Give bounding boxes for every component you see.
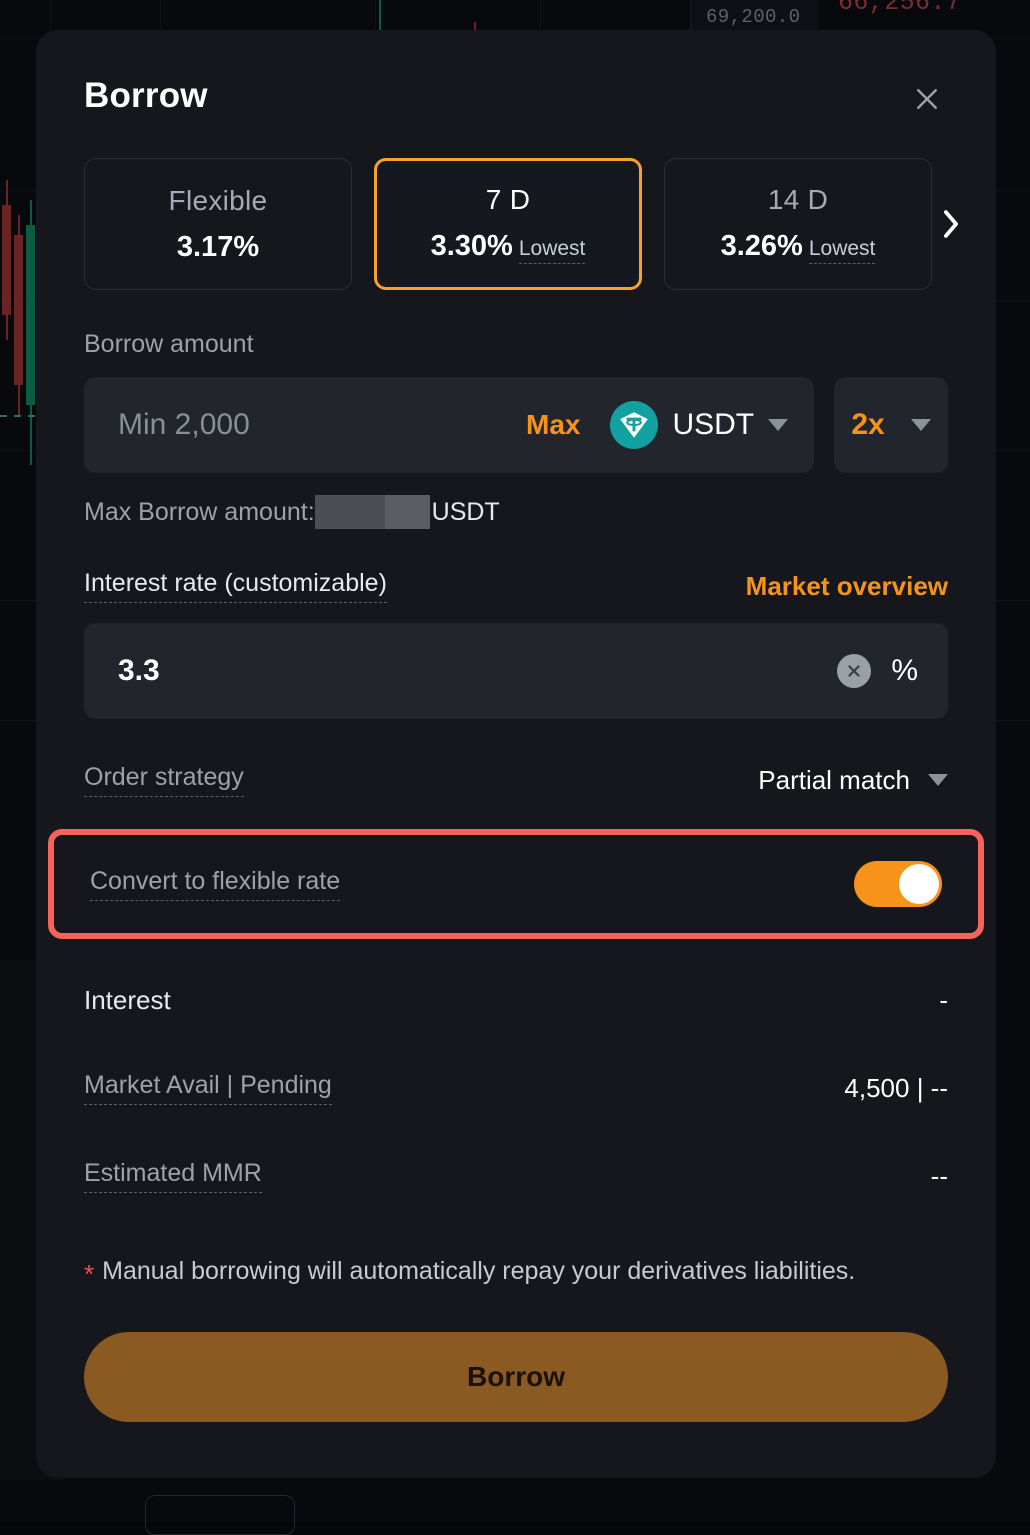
tab-badge: Lowest bbox=[809, 237, 876, 264]
market-avail-pending-row: Market Avail | Pending 4,500 | -- bbox=[84, 1061, 948, 1115]
disclaimer-note: * Manual borrowing will automatically re… bbox=[84, 1255, 948, 1288]
borrow-amount-row: Max USDT 2x bbox=[84, 377, 948, 473]
asterisk-icon: * bbox=[84, 1261, 94, 1287]
interest-row: Interest - bbox=[84, 973, 948, 1027]
order-strategy-label: Order strategy bbox=[84, 763, 244, 797]
redacted-value-block bbox=[315, 495, 385, 529]
candlestick bbox=[26, 200, 35, 465]
borrow-amount-box: Max USDT bbox=[84, 377, 814, 473]
borrow-submit-button[interactable]: Borrow bbox=[84, 1332, 948, 1422]
tether-icon bbox=[610, 401, 658, 449]
interest-rate-header: Interest rate (customizable) Market over… bbox=[84, 569, 948, 603]
leverage-select[interactable]: 2x bbox=[834, 377, 948, 473]
term-tabs: Flexible 3.17% 7 D 3.30% Lowest 14 D 3.2… bbox=[84, 158, 948, 290]
tab-label: Flexible bbox=[169, 185, 268, 217]
interest-rate-label: Interest rate (customizable) bbox=[84, 569, 387, 603]
tab-label: 14 D bbox=[768, 184, 828, 216]
max-button[interactable]: Max bbox=[520, 409, 586, 441]
estimated-mmr-label: Estimated MMR bbox=[84, 1159, 262, 1193]
order-strategy-value: Partial match bbox=[758, 765, 910, 796]
market-avail-pending-value: 4,500 | -- bbox=[844, 1073, 948, 1104]
tab-rate: 3.30% bbox=[431, 230, 513, 263]
chart-price-label: 69,200.0 bbox=[706, 6, 800, 28]
tab-term-14d[interactable]: 14 D 3.26% Lowest bbox=[664, 158, 932, 290]
convert-to-flexible-rate-row: Convert to flexible rate bbox=[48, 829, 984, 939]
modal-header: Borrow bbox=[84, 76, 948, 134]
interest-value: - bbox=[939, 985, 948, 1016]
tab-badge: Lowest bbox=[519, 237, 586, 264]
coin-select[interactable]: USDT bbox=[602, 401, 788, 449]
market-overview-link[interactable]: Market overview bbox=[746, 571, 948, 602]
market-avail-pending-label: Market Avail | Pending bbox=[84, 1071, 332, 1105]
chart-price-label-negative: 66,256.7 bbox=[838, 0, 961, 17]
estimated-mmr-row: Estimated MMR -- bbox=[84, 1149, 948, 1203]
tab-rate: 3.26% bbox=[721, 230, 803, 263]
max-borrow-amount-row: Max Borrow amount: USDT bbox=[84, 495, 948, 529]
tab-term-flexible[interactable]: Flexible 3.17% bbox=[84, 158, 352, 290]
clear-circle-icon[interactable] bbox=[837, 654, 871, 688]
borrow-modal: Borrow Flexible 3.17% 7 D 3.30% Lowest bbox=[36, 30, 996, 1478]
interest-rate-box: % bbox=[84, 623, 948, 719]
interest-rate-input[interactable] bbox=[118, 654, 817, 688]
page-title: Borrow bbox=[84, 76, 208, 116]
tab-term-7d[interactable]: 7 D 3.30% Lowest bbox=[374, 158, 642, 290]
order-strategy-select[interactable]: Partial match bbox=[758, 765, 948, 796]
chevron-right-icon[interactable] bbox=[934, 202, 968, 246]
chevron-down-icon bbox=[768, 419, 788, 431]
convert-to-flexible-rate-toggle[interactable] bbox=[854, 861, 942, 907]
borrow-amount-input[interactable] bbox=[118, 408, 504, 442]
close-icon[interactable] bbox=[908, 80, 946, 118]
candlestick bbox=[14, 215, 23, 415]
chevron-down-icon bbox=[911, 419, 931, 431]
disclaimer-text: Manual borrowing will automatically repa… bbox=[102, 1255, 855, 1288]
background-chip bbox=[145, 1495, 295, 1535]
max-borrow-unit: USDT bbox=[432, 498, 500, 527]
convert-to-flexible-rate-label: Convert to flexible rate bbox=[90, 867, 340, 901]
candlestick bbox=[2, 180, 11, 340]
chevron-down-icon bbox=[928, 774, 948, 786]
percent-symbol: % bbox=[891, 654, 918, 688]
leverage-value: 2x bbox=[851, 408, 884, 442]
coin-name: USDT bbox=[672, 408, 754, 442]
order-strategy-row: Order strategy Partial match bbox=[84, 753, 948, 807]
max-borrow-label: Max Borrow amount: bbox=[84, 498, 315, 527]
estimated-mmr-value: -- bbox=[931, 1161, 948, 1192]
redacted-value-block bbox=[385, 495, 430, 529]
tab-rate: 3.17% bbox=[177, 231, 259, 264]
toggle-knob bbox=[899, 864, 939, 904]
borrow-amount-label: Borrow amount bbox=[84, 330, 948, 359]
tab-label: 7 D bbox=[486, 184, 530, 216]
interest-label: Interest bbox=[84, 985, 171, 1016]
